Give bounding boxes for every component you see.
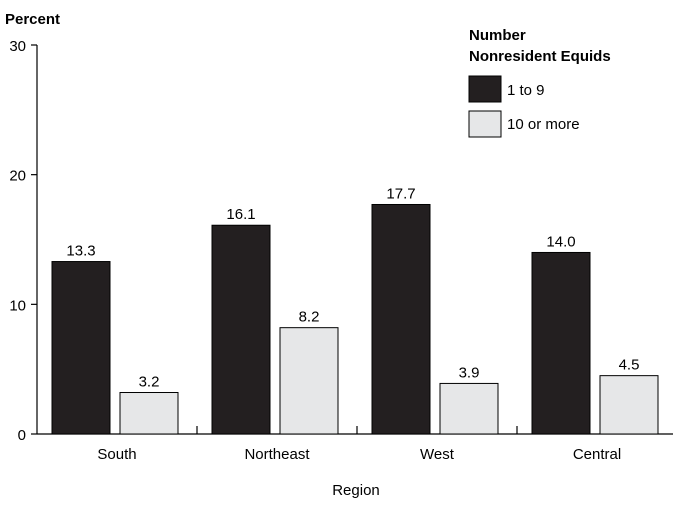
y-tick-label-30: 30 <box>9 38 26 55</box>
value-label-south-series-1: 13.3 <box>66 243 95 260</box>
legend-label-series-2: 10 or more <box>507 116 580 133</box>
bar-northeast-series-2 <box>279 327 339 435</box>
value-label-west-series-2: 3.9 <box>459 364 480 381</box>
bar-central-series-1 <box>531 251 591 435</box>
value-label-northeast-series-2: 8.2 <box>299 309 320 326</box>
legend: Number Nonresident Equids 1 to 9 10 or m… <box>468 27 611 138</box>
x-tick-label-west: West <box>420 446 455 463</box>
value-label-west-series-1: 17.7 <box>386 185 415 202</box>
value-label-central-series-2: 4.5 <box>619 357 640 374</box>
legend-title-line1: Number <box>469 27 526 44</box>
x-tick-label-northeast: Northeast <box>244 446 310 463</box>
legend-swatch-series-2 <box>468 110 502 138</box>
legend-label-series-1: 1 to 9 <box>507 82 545 99</box>
legend-title-line2: Nonresident Equids <box>469 48 611 65</box>
bar-south-series-2 <box>119 392 179 435</box>
y-tick-label-10: 10 <box>9 297 26 314</box>
bar-central-series-2 <box>599 375 659 435</box>
bar-south-series-1 <box>51 261 111 435</box>
value-label-south-series-2: 3.2 <box>139 374 160 391</box>
y-axis-label: Percent <box>5 11 60 28</box>
y-tick-label-20: 20 <box>9 168 26 185</box>
y-tick-label-0: 0 <box>18 427 26 444</box>
bar-west-series-1 <box>371 203 431 435</box>
x-tick-label-south: South <box>97 446 136 463</box>
value-label-northeast-series-1: 16.1 <box>226 206 255 223</box>
legend-swatch-series-1 <box>468 75 502 103</box>
x-axis-label: Region <box>332 482 380 499</box>
x-tick-label-central: Central <box>573 446 621 463</box>
value-label-central-series-1: 14.0 <box>546 233 575 250</box>
bar-west-series-2 <box>439 382 499 435</box>
bar-northeast-series-1 <box>211 224 271 435</box>
